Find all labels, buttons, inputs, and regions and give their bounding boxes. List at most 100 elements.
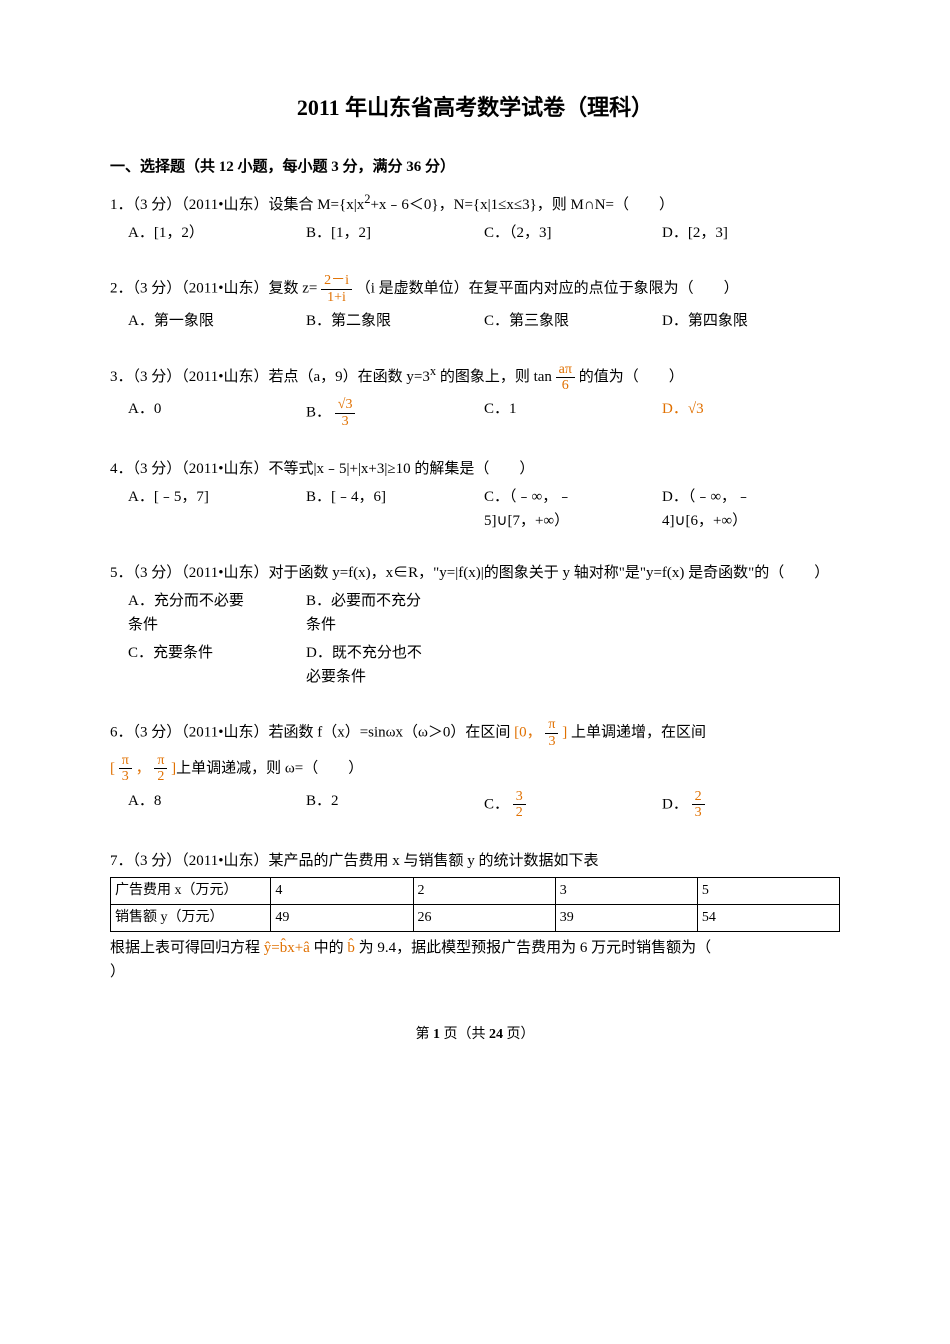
question-7: 7．（3 分）（2011•山东）某产品的广告费用 x 与销售额 y 的统计数据如… — [110, 849, 840, 985]
page-total: 24 — [489, 1027, 503, 1042]
q7-table: 广告费用 x（万元） 4 2 3 5 销售额 y（万元） 49 26 39 54 — [110, 877, 840, 933]
numerator: 2－i — [321, 273, 352, 289]
opt-a: A．[﹣5，7] — [128, 485, 306, 533]
opt-b: B．[﹣4，6] — [306, 485, 484, 533]
line2: 条件 — [128, 617, 158, 633]
fraction: √3 3 — [335, 397, 356, 429]
text: 页） — [503, 1027, 535, 1042]
numerator: 2 — [692, 789, 705, 805]
text: 为 9.4，据此模型预报广告费用为 6 万元时销售额为（ — [359, 940, 712, 956]
cell: 5 — [697, 877, 839, 904]
question-4: 4．（3 分）（2011•山东）不等式|x﹣5|+|x+3|≥10 的解集是（ … — [110, 457, 840, 537]
text: 2．（3 分）（2011•山东）复数 z= — [110, 281, 317, 297]
text: 的图象上，则 tan — [436, 369, 552, 385]
text: 3．（3 分）（2011•山东）若点（a，9）在函数 y=3 — [110, 369, 430, 385]
opt-a: A．[1，2） — [128, 221, 306, 245]
text: 页（共 — [440, 1027, 489, 1042]
q7-tail: 根据上表可得回归方程 ŷ=b̂x+â 中的 b̂ 为 9.4，据此模型预报广告费… — [110, 936, 840, 960]
q5-stem: 5．（3 分）（2011•山东）对于函数 y=f(x)，x∈R，"y=|f(x)… — [110, 561, 840, 585]
opt-c: C．（﹣∞，﹣ 5]∪[7，+∞） — [484, 485, 662, 533]
question-2: 2．（3 分）（2011•山东）复数 z= 2－i 1+i （i 是虚数单位）在… — [110, 273, 840, 337]
q1-options: A．[1，2） B．[1，2] C．（2，3] D．[2，3] — [110, 221, 840, 249]
numerator: aπ — [556, 362, 575, 378]
q4-stem: 4．（3 分）（2011•山东）不等式|x﹣5|+|x+3|≥10 的解集是（ … — [110, 457, 840, 481]
opt-c: C．第三象限 — [484, 309, 662, 333]
text: 上单调递减，则 ω=（ ） — [176, 760, 363, 776]
numerator: π — [545, 717, 558, 733]
numerator: 3 — [513, 789, 526, 805]
opt-c: C．1 — [484, 397, 662, 429]
q7-stem: 7．（3 分）（2011•山东）某产品的广告费用 x 与销售额 y 的统计数据如… — [110, 849, 840, 873]
bhat: b̂ — [347, 940, 355, 956]
denominator: 2 — [513, 805, 526, 820]
text: 上单调递增，在区间 — [571, 725, 706, 741]
fraction: π 3 — [545, 717, 558, 749]
opt-d: D．第四象限 — [662, 309, 840, 333]
cell: 26 — [413, 904, 555, 931]
fraction: aπ 6 — [556, 362, 575, 394]
cell: 2 — [413, 877, 555, 904]
text: 第 — [416, 1027, 434, 1042]
row-header: 销售额 y（万元） — [111, 904, 271, 931]
opt-b: B．必要而不充分 条件 — [306, 589, 484, 637]
line1: B．必要而不充分 — [306, 593, 421, 609]
text: 根据上表可得回归方程 — [110, 940, 260, 956]
q2-stem: 2．（3 分）（2011•山东）复数 z= 2－i 1+i （i 是虚数单位）在… — [110, 273, 840, 305]
regression-eq: ŷ=b̂x+â — [264, 940, 310, 956]
fraction: 2－i 1+i — [321, 273, 352, 305]
opt-c: C． 3 2 — [484, 789, 662, 821]
line1: C．（﹣∞，﹣ — [484, 489, 572, 505]
opt-c: C．充要条件 — [128, 641, 306, 689]
denominator: 3 — [119, 769, 132, 784]
denominator: 3 — [545, 734, 558, 749]
opt-a: A．0 — [128, 397, 306, 429]
table-row: 销售额 y（万元） 49 26 39 54 — [111, 904, 840, 931]
line2: 5]∪[7，+∞） — [484, 513, 569, 529]
line2: 4]∪[6，+∞） — [662, 513, 747, 529]
row-header: 广告费用 x（万元） — [111, 877, 271, 904]
numerator: π — [154, 753, 167, 769]
label: C． — [484, 796, 509, 812]
q2-options: A．第一象限 B．第二象限 C．第三象限 D．第四象限 — [110, 309, 840, 337]
line1: A．充分而不必要 — [128, 593, 244, 609]
q1-stem: 1．（3 分）（2011•山东）设集合 M={x|x2+x﹣6＜0}，N={x|… — [110, 189, 840, 217]
fraction: 2 3 — [692, 789, 705, 821]
fraction: 3 2 — [513, 789, 526, 821]
bracket: [0， — [514, 725, 542, 741]
text: 中的 — [314, 940, 344, 956]
question-1: 1．（3 分）（2011•山东）设集合 M={x|x2+x﹣6＜0}，N={x|… — [110, 189, 840, 249]
text: （i 是虚数单位）在复平面内对应的点位于象限为（ ） — [356, 281, 739, 297]
cell: 39 — [555, 904, 697, 931]
fraction: π 2 — [154, 753, 167, 785]
text: 的值为（ ） — [579, 369, 684, 385]
bracket: ] — [562, 725, 567, 741]
line1: D．（﹣∞，﹣ — [662, 489, 751, 505]
denominator: 3 — [335, 414, 356, 429]
line2: 条件 — [306, 617, 336, 633]
cell: 49 — [271, 904, 413, 931]
denominator: 3 — [692, 805, 705, 820]
label: B． — [306, 405, 331, 421]
opt-d: D．既不充分也不 必要条件 — [306, 641, 484, 689]
q5-options-row1: A．充分而不必要 条件 B．必要而不充分 条件 — [110, 589, 840, 641]
q5-options-row2: C．充要条件 D．既不充分也不 必要条件 — [110, 641, 840, 693]
q7-tail2: ） — [110, 960, 840, 984]
denominator: 2 — [154, 769, 167, 784]
table-row: 广告费用 x（万元） 4 2 3 5 — [111, 877, 840, 904]
opt-d: D．√3 — [662, 397, 840, 429]
opt-b: B．[1，2] — [306, 221, 484, 245]
cell: 54 — [697, 904, 839, 931]
text: +x﹣6＜0}，N={x|1≤x≤3}，则 M∩N=（ ） — [370, 197, 674, 213]
text: 6．（3 分）（2011•山东）若函数 f（x）=sinωx（ω＞0）在区间 — [110, 725, 514, 741]
opt-c: C．（2，3] — [484, 221, 662, 245]
line2: 必要条件 — [306, 669, 366, 685]
q6-stem: 6．（3 分）（2011•山东）若函数 f（x）=sinωx（ω＞0）在区间 [… — [110, 717, 840, 749]
q4-options: A．[﹣5，7] B．[﹣4，6] C．（﹣∞，﹣ 5]∪[7，+∞） D．（﹣… — [110, 485, 840, 537]
q3-options: A．0 B． √3 3 C．1 D．√3 — [110, 397, 840, 433]
opt-b: B． √3 3 — [306, 397, 484, 429]
question-5: 5．（3 分）（2011•山东）对于函数 y=f(x)，x∈R，"y=|f(x)… — [110, 561, 840, 693]
q6-stem2: [ π 3 ， π 2 ]上单调递减，则 ω=（ ） — [110, 753, 840, 785]
numerator: π — [119, 753, 132, 769]
question-6: 6．（3 分）（2011•山东）若函数 f（x）=sinωx（ω＞0）在区间 [… — [110, 717, 840, 824]
opt-a: A．充分而不必要 条件 — [128, 589, 306, 637]
